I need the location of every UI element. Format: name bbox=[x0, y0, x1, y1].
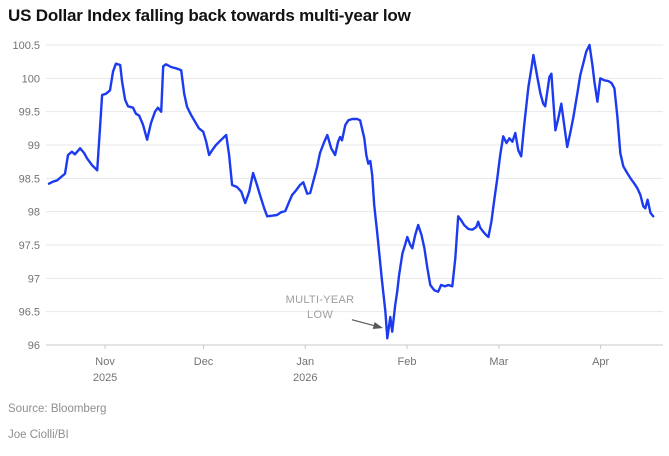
annotation-line2: LOW bbox=[307, 309, 333, 321]
y-tick-label: 96.5 bbox=[19, 307, 40, 319]
byline-text: Joe Ciolli/BI bbox=[8, 429, 69, 441]
y-tick-label: 98 bbox=[28, 207, 40, 219]
x-tick-label: Mar bbox=[489, 356, 508, 368]
x-tick-sublabel: 2026 bbox=[293, 372, 317, 384]
x-tick-label: Dec bbox=[194, 356, 214, 368]
annotation-arrow bbox=[351, 319, 383, 329]
y-tick-label: 99.5 bbox=[19, 107, 40, 119]
x-tick-label: Jan bbox=[296, 356, 314, 368]
multi-year-low-annotation: MULTI-YEAR LOW bbox=[286, 294, 383, 329]
y-tick-label: 100 bbox=[22, 73, 40, 85]
y-tick-label: 96 bbox=[28, 340, 40, 352]
x-axis-labels: Nov 2025 Dec Jan 2026 Feb Mar Apr bbox=[93, 345, 610, 384]
page-title: US Dollar Index falling back towards mul… bbox=[8, 6, 411, 25]
price-line-series bbox=[47, 43, 655, 340]
y-tick-label: 98.5 bbox=[19, 173, 40, 185]
y-tick-label: 99 bbox=[28, 140, 40, 152]
y-tick-label: 97.5 bbox=[19, 240, 40, 252]
x-tick-label: Apr bbox=[592, 356, 609, 368]
y-axis-labels: 100.5 100 99.5 99 98.5 98 97.5 97 96.5 96 bbox=[12, 40, 40, 352]
grid-lines bbox=[46, 44, 663, 346]
source-text: Source: Bloomberg bbox=[8, 403, 107, 415]
x-tick-label: Nov bbox=[95, 356, 115, 368]
annotation-line1: MULTI-YEAR bbox=[286, 294, 355, 306]
y-tick-label: 97 bbox=[28, 273, 40, 285]
y-tick-label: 100.5 bbox=[12, 40, 40, 52]
x-tick-label: Feb bbox=[398, 356, 417, 368]
x-tick-sublabel: 2025 bbox=[93, 372, 117, 384]
